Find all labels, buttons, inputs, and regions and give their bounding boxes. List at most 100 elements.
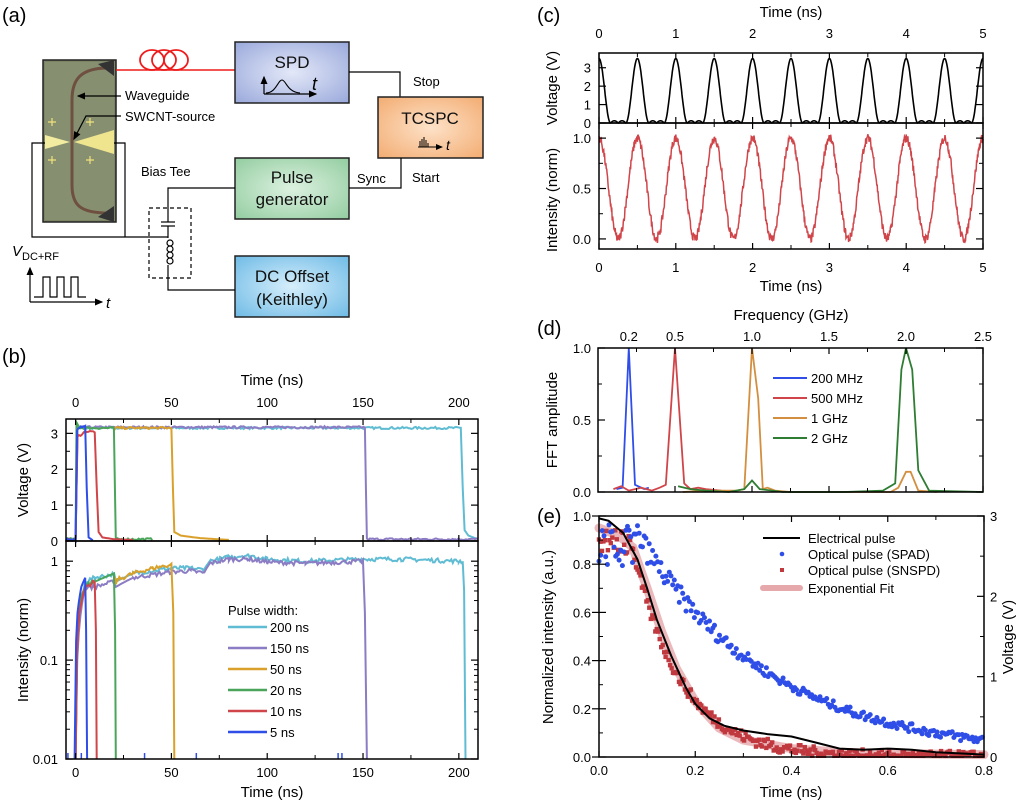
spad-data-point xyxy=(757,667,763,673)
chart-d-fft: 0.2 0.5 1.0 1.5 2.0 2.5 0.0 0.5 1.0 Frequency (GH… xyxy=(544,307,992,500)
snspd-data-point xyxy=(727,726,732,731)
snspd-data-point xyxy=(980,753,985,758)
snspd-data-point xyxy=(632,557,637,562)
grating-coupler-bottom xyxy=(98,206,114,222)
spad-data-point xyxy=(894,726,900,731)
detector-pulse-icon: t xyxy=(260,74,318,98)
snspd-data-point xyxy=(605,548,611,553)
legend-swatch-spad xyxy=(779,551,785,557)
spad-data-point xyxy=(691,615,697,621)
snspd-data-point xyxy=(663,654,668,660)
x-tick-label: 2.0 xyxy=(897,329,915,344)
y-tick-label: 0.0 xyxy=(573,485,591,500)
spad-data-point xyxy=(630,560,635,565)
snspd-data-point xyxy=(879,747,884,753)
y-tick-label: 0.5 xyxy=(573,182,591,197)
snspd-data-point xyxy=(635,567,640,572)
plot-frame xyxy=(598,122,984,250)
spad-data-point xyxy=(695,610,701,616)
y-right-tick-label: 2 xyxy=(990,589,997,604)
spad-data-point xyxy=(601,533,607,539)
snspd-data-point xyxy=(919,750,924,755)
label-start: Start xyxy=(412,170,440,185)
x-axis-title-top: Time (ns) xyxy=(241,372,304,389)
spad-data-point xyxy=(958,738,964,744)
snspd-data-point xyxy=(971,749,976,754)
x-tick-label: 4 xyxy=(903,260,910,275)
spad-data-point xyxy=(668,573,674,579)
snspd-data-point xyxy=(813,747,818,753)
pulse-train-icon: V DC+RF t xyxy=(12,243,111,312)
spad-data-point xyxy=(758,663,764,669)
y-tick-label: 2 xyxy=(51,462,58,477)
chart-c-intensity: 0 1 2 3 4 5 0.0 0.5 1.0 Time (ns) Intensity (norm) xyxy=(544,122,987,295)
snspd-data-point xyxy=(845,753,850,758)
spad-data-point xyxy=(712,622,717,628)
snspd-data-point xyxy=(875,753,880,758)
pulse-generator-label-2: generator xyxy=(256,190,329,209)
x-tick-label: 0.4 xyxy=(782,763,800,778)
snspd-data-point xyxy=(753,744,759,749)
snspd-data-point xyxy=(795,748,800,753)
y-tick-label: 0.5 xyxy=(573,413,591,428)
y-tick-label: 0.0 xyxy=(573,750,591,765)
legend-label: 200 MHz xyxy=(811,371,863,386)
snspd-data-point xyxy=(773,747,778,752)
snspd-data-point xyxy=(730,731,735,736)
snspd-data-point xyxy=(927,752,932,757)
legend-label: 200 ns xyxy=(270,620,310,635)
x-tick-label: 1 xyxy=(672,260,679,275)
electrical-pulse-line xyxy=(598,517,985,756)
chart-e-pulse: 0.0 0.2 0.4 0.6 0.8 0.0 0.2 0.4 0.6 0.8 1.0 0 1 2 3 Tim… xyxy=(540,509,1017,801)
x-tick-label: 0 xyxy=(72,765,79,780)
snspd-data-point xyxy=(835,753,840,758)
tcspc-t-symbol: t xyxy=(446,137,451,153)
spad-data-point xyxy=(763,665,769,671)
spd-label: SPD xyxy=(275,53,310,72)
spad-data-point xyxy=(665,578,671,584)
spad-data-point xyxy=(830,698,836,704)
y-axis-title: Voltage (V) xyxy=(544,51,561,125)
snspd-data-point xyxy=(821,753,827,758)
x-tick-label: 0 xyxy=(595,26,602,41)
spad-data-point xyxy=(904,725,910,731)
y-axis-title: FFT amplitude xyxy=(544,372,561,468)
spad-data-point xyxy=(636,530,642,536)
spad-data-point xyxy=(728,642,734,648)
snspd-data-point xyxy=(737,733,742,738)
snspd-data-point xyxy=(876,750,882,755)
dc-offset-label-1: DC Offset xyxy=(255,267,330,286)
x-tick-label: 0.5 xyxy=(666,329,684,344)
snspd-data-point xyxy=(765,736,770,742)
x-tick-label: 200 xyxy=(448,765,470,780)
alignment-marks xyxy=(48,118,94,164)
plot-frame xyxy=(65,540,479,760)
x-tick-label: 1 xyxy=(672,26,679,41)
fft-trace-500MHz xyxy=(613,347,722,492)
snspd-data-point xyxy=(854,750,859,755)
snspd-data-point xyxy=(651,616,656,621)
source-pointer-arrow xyxy=(73,115,121,141)
bias-tee xyxy=(148,187,235,291)
spad-data-point xyxy=(616,557,622,563)
spad-data-point xyxy=(685,595,691,601)
snspd-data-point xyxy=(878,753,883,758)
intensity-trace-50ns xyxy=(112,561,176,760)
snspd-data-point xyxy=(901,749,907,755)
spad-data-point xyxy=(707,618,712,624)
y-tick-label: 0.6 xyxy=(573,605,591,620)
spad-data-point xyxy=(745,651,751,657)
label-sync: Sync xyxy=(357,171,386,186)
spad-data-point xyxy=(922,727,928,733)
optical-fiber xyxy=(116,49,235,71)
intensity-trace-150ns xyxy=(74,555,368,760)
y-tick-label: 1.0 xyxy=(573,509,591,524)
spad-data-point xyxy=(603,554,609,560)
snspd-data-point xyxy=(937,753,942,758)
spad-data-point xyxy=(926,733,932,738)
snspd-data-point xyxy=(801,751,806,756)
spad-data-point xyxy=(671,577,677,583)
snspd-data-point xyxy=(851,753,856,758)
